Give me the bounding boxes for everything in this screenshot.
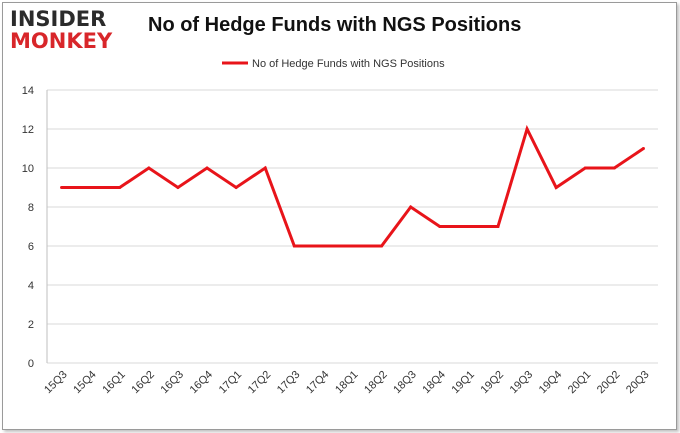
x-tick-label: 19Q4: [537, 369, 565, 397]
data-point: [176, 186, 180, 189]
x-tick-label: 18Q2: [362, 369, 390, 397]
insider-monkey-logo: INSIDER MONKEY: [10, 8, 128, 54]
data-point: [89, 186, 93, 189]
x-tick-label: 16Q3: [159, 369, 187, 397]
y-tick-label: 14: [22, 85, 34, 97]
y-tick-label: 10: [22, 163, 34, 175]
x-tick-label: 17Q2: [246, 369, 274, 397]
data-point: [351, 244, 354, 248]
data-point: [263, 166, 267, 170]
data-point: [321, 244, 325, 248]
x-tick-label: 16Q4: [188, 369, 216, 397]
logo-line-2: MONKEY: [10, 29, 113, 53]
data-point: [438, 225, 442, 228]
x-tick-label: 15Q3: [42, 369, 70, 397]
data-point: [147, 166, 151, 170]
legend-label: No of Hedge Funds with NGS Positions: [252, 58, 445, 70]
x-tick-label: 18Q1: [333, 369, 361, 397]
x-tick-label: 18Q4: [420, 369, 448, 397]
x-tick-label: 19Q1: [449, 369, 477, 397]
y-axis-ticks: 0 2 4 6 8 10 12 14: [22, 85, 34, 370]
x-tick-label: 18Q3: [391, 369, 419, 397]
x-tick-label: 16Q2: [129, 369, 157, 397]
x-tick-label: 17Q3: [275, 369, 303, 397]
data-point: [554, 186, 558, 189]
x-tick-label: 19Q2: [479, 369, 507, 397]
data-point: [205, 166, 209, 170]
data-point: [467, 225, 471, 228]
data-point: [292, 244, 296, 248]
data-point: [118, 186, 122, 189]
y-tick-label: 0: [28, 358, 34, 370]
data-point: [409, 205, 413, 209]
y-tick-label: 8: [28, 202, 34, 214]
series-group: [60, 124, 645, 248]
y-tick-label: 6: [28, 241, 34, 253]
data-point: [496, 225, 500, 228]
x-tick-label: 20Q3: [624, 369, 652, 397]
data-point: [525, 127, 529, 131]
x-tick-label: 17Q4: [304, 369, 332, 397]
legend: No of Hedge Funds with NGS Positions: [222, 58, 445, 70]
x-tick-label: 17Q1: [217, 369, 245, 397]
data-point: [234, 186, 238, 189]
y-tick-label: 4: [28, 280, 34, 292]
y-tick-label: 12: [22, 124, 34, 136]
logo-line-1: INSIDER: [10, 7, 107, 31]
x-tick-label: 16Q1: [100, 369, 128, 397]
data-point: [380, 244, 384, 248]
chart-title: No of Hedge Funds with NGS Positions: [148, 14, 522, 36]
grid-lines: [46, 89, 658, 364]
x-tick-label: 20Q1: [566, 369, 594, 397]
data-point: [612, 166, 616, 170]
x-tick-label: 19Q3: [508, 369, 536, 397]
x-axis-ticks: 15Q3 15Q4 16Q1 16Q2 16Q3 16Q4 17Q1 17Q2 17Q3 17Q4…: [42, 369, 651, 397]
x-tick-label: 15Q4: [71, 369, 99, 397]
data-point: [60, 186, 64, 189]
y-tick-label: 2: [28, 319, 34, 331]
x-tick-label: 20Q2: [595, 369, 623, 397]
data-point: [641, 147, 645, 150]
data-point: [583, 166, 587, 170]
